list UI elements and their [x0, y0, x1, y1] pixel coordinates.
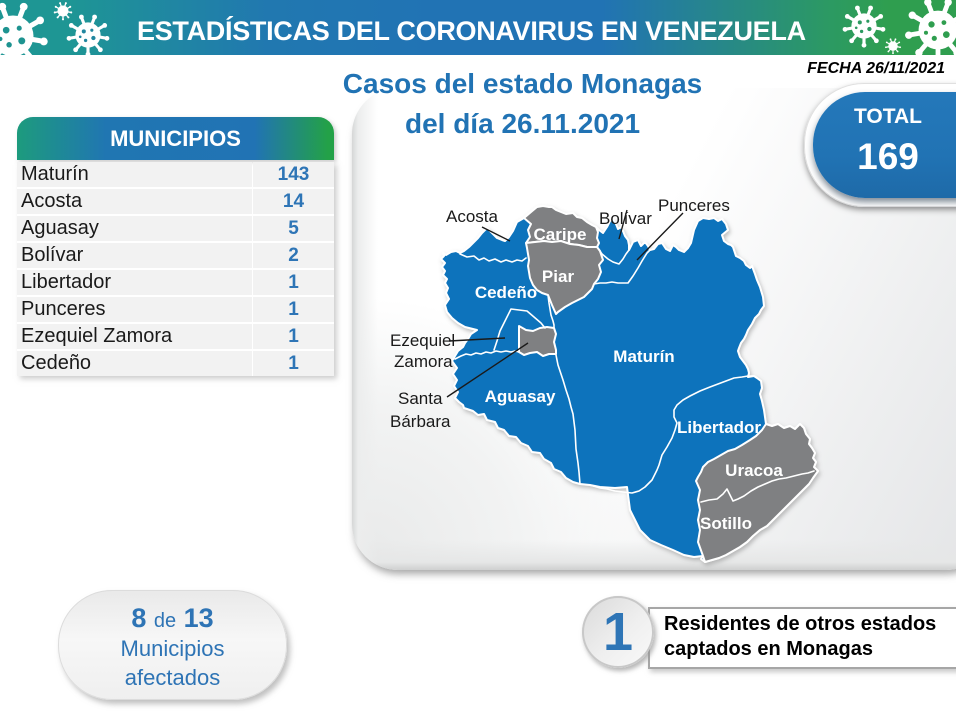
svg-text:Maturín: Maturín: [613, 347, 674, 366]
svg-text:Acosta: Acosta: [446, 207, 499, 226]
svg-text:Ezequiel: Ezequiel: [390, 331, 455, 350]
svg-text:Piar: Piar: [542, 267, 575, 286]
svg-text:Caripe: Caripe: [534, 225, 587, 244]
svg-text:Bolívar: Bolívar: [599, 209, 652, 228]
svg-text:Uracoa: Uracoa: [725, 461, 783, 480]
svg-text:Bárbara: Bárbara: [390, 412, 451, 431]
svg-text:Cedeño: Cedeño: [475, 283, 537, 302]
svg-text:Santa: Santa: [398, 389, 443, 408]
svg-text:Aguasay: Aguasay: [485, 387, 556, 406]
svg-text:Punceres: Punceres: [658, 196, 730, 215]
svg-text:Zamora: Zamora: [394, 352, 453, 371]
svg-text:Sotillo: Sotillo: [700, 514, 752, 533]
svg-text:Libertador: Libertador: [677, 418, 761, 437]
